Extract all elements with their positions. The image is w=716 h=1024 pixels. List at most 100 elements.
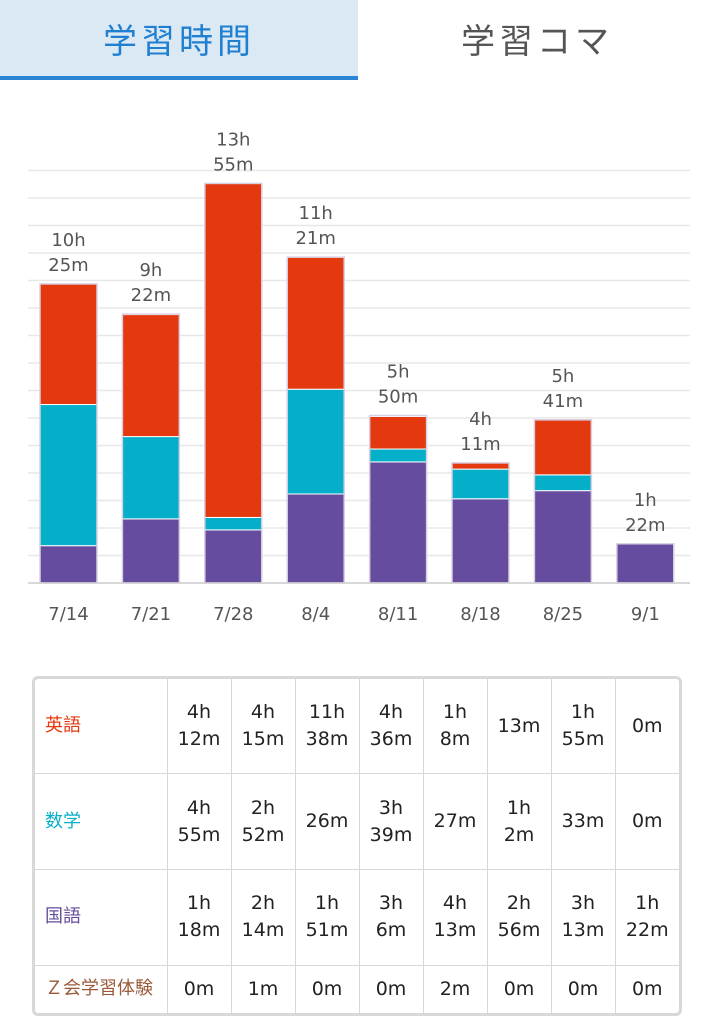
time-value: 33m [561, 810, 605, 833]
bar-total-label: 22m [625, 515, 665, 536]
bar-segment [121, 518, 180, 584]
table-row: 数学 4h 55m 2h 52m 26m 3h 39m 27m 1h 2m 33m 0m [35, 773, 679, 870]
bar-total-label: 22m [131, 285, 171, 306]
subject-label: 数学 [35, 773, 168, 870]
time-value: 4h 15m [241, 701, 285, 751]
bar-total-label: 25m [48, 255, 88, 276]
time-cell: 0m [294, 964, 360, 1013]
time-cell: 2h 56m [486, 868, 552, 966]
time-value: 27m [433, 810, 477, 833]
time-value: 26m [305, 810, 349, 833]
bar-segment [286, 493, 345, 584]
time-cell: 3h 13m [550, 868, 616, 966]
bar-segment [533, 474, 592, 492]
time-cell: 4h 13m [422, 868, 488, 966]
time-cell: 4h 12m [166, 679, 232, 775]
x-tick-label: 7/14 [48, 604, 88, 625]
bar-total-label: 5h [551, 366, 574, 387]
time-value: 0m [567, 977, 599, 1000]
time-value: 2h 14m [241, 892, 285, 942]
bar-segment [451, 468, 510, 500]
time-value: 0m [183, 977, 215, 1000]
subject-label: 国語 [35, 868, 168, 966]
time-value: 4h 12m [177, 701, 221, 751]
time-value: 1h 2m [503, 796, 535, 846]
time-cell: 0m [614, 964, 679, 1013]
time-value: 4h 36m [369, 701, 413, 751]
bar-segment [616, 543, 675, 584]
time-cell: 1h 2m [486, 773, 552, 870]
time-cell: 2h 14m [230, 868, 296, 966]
bar-segment [39, 545, 98, 584]
time-cell: 1h 55m [550, 679, 616, 775]
bar-segment [286, 256, 345, 390]
bar-total-label: 21m [295, 228, 335, 249]
bar-total-label: 11h [299, 203, 333, 224]
bar-total-label: 9h [139, 260, 162, 281]
time-cell: 0m [614, 773, 679, 870]
time-value: 2h 52m [241, 796, 285, 846]
bar-total-label: 55m [213, 154, 253, 175]
study-time-table: 英語 4h 12m 4h 15m 11h 38m 4h 36m 1h 8m 13m 1h 55… [32, 676, 682, 1016]
time-value: 2h 56m [497, 892, 541, 942]
time-value: 0m [631, 977, 663, 1000]
bar-segment [39, 283, 98, 406]
bar-segment [533, 490, 592, 584]
table-row: Ｚ会学習体験 0m 1m 0m 0m 2m 0m 0m 0m [35, 964, 679, 1013]
time-value: 0m [311, 977, 343, 1000]
bar-segment [369, 448, 428, 463]
time-cell: 27m [422, 773, 488, 870]
time-value: 4h 55m [177, 796, 221, 846]
time-cell: 2m [422, 964, 488, 1013]
bar-total-label: 5h [387, 362, 410, 383]
time-cell: 11h 38m [294, 679, 360, 775]
time-cell: 3h 39m [358, 773, 424, 870]
bar-segment [451, 498, 510, 584]
time-cell: 4h 55m [166, 773, 232, 870]
x-tick-label: 8/4 [301, 604, 330, 625]
time-cell: 2h 52m [230, 773, 296, 870]
bar-total-label: 50m [378, 387, 418, 408]
x-tick-label: 7/28 [213, 604, 253, 625]
time-cell: 1m [230, 964, 296, 1013]
table-row: 英語 4h 12m 4h 15m 11h 38m 4h 36m 1h 8m 13m 1h 55… [35, 679, 679, 775]
time-cell: 0m [166, 964, 232, 1013]
time-value: 1m [247, 977, 279, 1000]
bar-total-label: 41m [543, 391, 583, 412]
time-value: 0m [503, 977, 535, 1000]
time-cell: 0m [550, 964, 616, 1013]
bar-segment [121, 314, 180, 438]
bar-total-label: 10h [51, 230, 85, 251]
time-cell: 1h 18m [166, 868, 232, 966]
time-cell: 26m [294, 773, 360, 870]
time-cell: 1h 8m [422, 679, 488, 775]
time-value: 1h 55m [561, 701, 605, 751]
bar-segment [286, 388, 345, 495]
subject-label: Ｚ会学習体験 [35, 964, 168, 1013]
tab-study-time[interactable]: 学習時間 [0, 0, 358, 80]
bar-segment [369, 461, 428, 584]
table-row: 国語 1h 18m 2h 14m 1h 51m 3h 6m 4h 13m 2h 56m 3h … [35, 868, 679, 966]
tab-study-sessions[interactable]: 学習コマ [358, 0, 716, 80]
time-cell: 1h 51m [294, 868, 360, 966]
bar-total-label: 1h [634, 490, 657, 511]
x-tick-label: 9/1 [631, 604, 660, 625]
stacked-bar-chart: 10h 25m 7/14 9h 22m 7/21 13h 55m 7/28 11h 21m 8/4 5h… [28, 129, 690, 625]
x-tick-label: 8/11 [378, 604, 418, 625]
time-cell: 33m [550, 773, 616, 870]
time-cell: 4h 36m [358, 679, 424, 775]
time-cell: 3h 6m [358, 868, 424, 966]
time-cell: 4h 15m [230, 679, 296, 775]
bar-segment [204, 182, 263, 518]
bar-segment [369, 415, 428, 450]
bar-segment [204, 529, 263, 584]
time-value: 1h 51m [305, 892, 349, 942]
x-tick-label: 8/25 [543, 604, 583, 625]
time-value: 11h 38m [305, 701, 349, 751]
time-cell: 0m [486, 964, 552, 1013]
time-cell: 1h 22m [614, 868, 679, 966]
bar-segment [204, 516, 263, 531]
time-value: 3h 6m [375, 892, 407, 942]
time-value: 2m [439, 977, 471, 1000]
time-value: 3h 13m [561, 892, 605, 942]
